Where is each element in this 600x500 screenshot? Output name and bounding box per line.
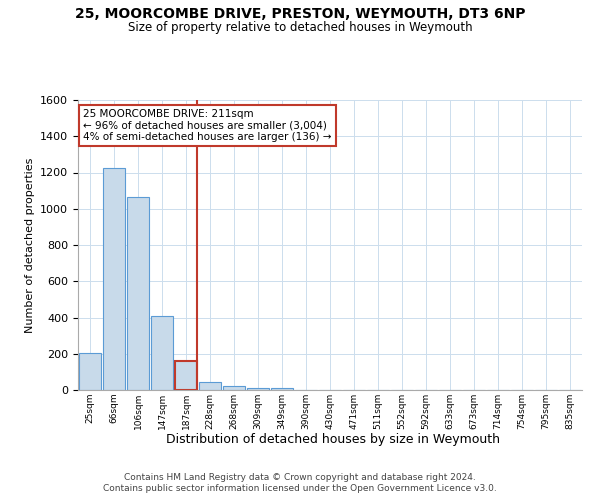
Bar (127, 197, 149, 390)
Text: 25, MOORCOMBE DRIVE, PRESTON, WEYMOUTH, DT3 6NP: 25, MOORCOMBE DRIVE, PRESTON, WEYMOUTH, … (75, 8, 525, 22)
Bar (247, 388, 269, 390)
Bar (79, 353, 101, 390)
Bar (151, 316, 173, 390)
Text: Contains HM Land Registry data © Crown copyright and database right 2024.: Contains HM Land Registry data © Crown c… (124, 472, 476, 482)
Bar (199, 382, 221, 390)
Text: Contains public sector information licensed under the Open Government Licence v3: Contains public sector information licen… (103, 484, 497, 493)
Bar (271, 388, 293, 390)
Text: Distribution of detached houses by size in Weymouth: Distribution of detached houses by size … (166, 432, 500, 446)
Bar (223, 386, 245, 390)
Text: 25 MOORCOMBE DRIVE: 211sqm
← 96% of detached houses are smaller (3,004)
4% of se: 25 MOORCOMBE DRIVE: 211sqm ← 96% of deta… (83, 108, 332, 142)
Text: Size of property relative to detached houses in Weymouth: Size of property relative to detached ho… (128, 21, 472, 34)
Bar (175, 361, 197, 390)
Y-axis label: Number of detached properties: Number of detached properties (25, 158, 35, 332)
Bar (103, 168, 125, 390)
